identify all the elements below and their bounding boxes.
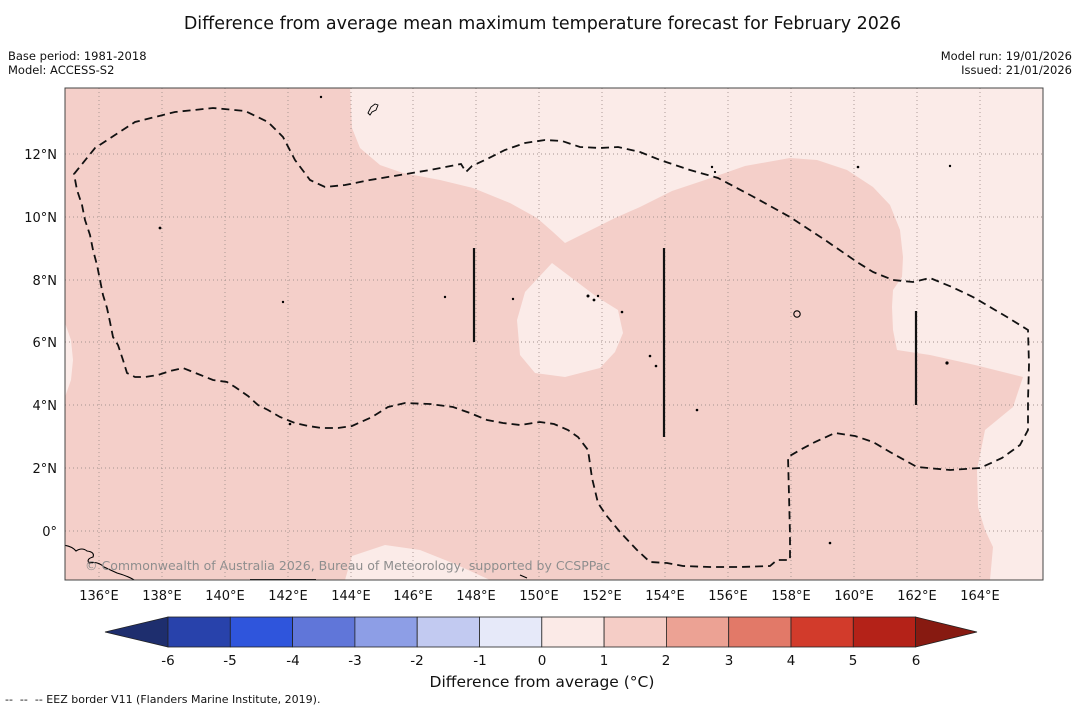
y-tick-label: 6°N [33, 336, 58, 351]
colorbar-segment [603, 616, 667, 648]
x-tick-label: 144°E [331, 589, 371, 604]
base-period-text: Base period: 1981-2018 [8, 49, 147, 63]
colorbar-tick-label: -4 [286, 653, 299, 669]
colorbar-tick-label: -6 [161, 653, 174, 669]
colorbar-tick-label: 3 [725, 653, 734, 669]
page-title: Difference from average mean maximum tem… [183, 14, 902, 34]
colorbar-segment [354, 616, 418, 648]
colorbar-tick-label: 0 [538, 653, 547, 669]
colorbar-arrow-left [104, 616, 169, 648]
x-tick-label: 156°E [708, 589, 748, 604]
y-axis: 12°N 10°N 8°N 6°N 4°N 2°N 0° [24, 148, 57, 540]
colorbar-tick-label: 4 [787, 653, 796, 669]
copyright-watermark: © Commonwealth of Australia 2026, Bureau… [85, 558, 610, 573]
colorbar-tick-label: 1 [600, 653, 609, 669]
grid-lines [65, 88, 1043, 580]
colorbar-tick-label: -1 [473, 653, 486, 669]
anomaly-region-0-1-north-east [350, 88, 1043, 580]
colorbar-label: Difference from average (°C) [430, 673, 655, 691]
y-tick-label: 0° [42, 525, 57, 540]
model-run-text: Model run: 19/01/2026 [940, 49, 1072, 63]
colorbar-segment [541, 616, 605, 648]
colorbar-segment [167, 616, 231, 648]
island-guam [367, 103, 379, 116]
anomaly-region-0-1-south [345, 545, 490, 580]
x-tick-label: 136°E [79, 589, 119, 604]
island-pohnpei [793, 310, 801, 318]
y-tick-label: 10°N [24, 211, 57, 226]
map-area: © Commonwealth of Australia 2026, Bureau… [65, 88, 1043, 580]
colorbar-tick-label: -3 [348, 653, 361, 669]
eez-sector-dividers [472, 248, 918, 437]
x-tick-label: 140°E [205, 589, 245, 604]
x-tick-label: 148°E [456, 589, 496, 604]
issued-text: Issued: 21/01/2026 [961, 63, 1072, 77]
colorbar-segment [666, 616, 730, 648]
colorbar-tick-label: 2 [662, 653, 671, 669]
colorbar-segment [416, 616, 480, 648]
colorbar-segment [728, 616, 792, 648]
colorbar-segment [479, 616, 543, 648]
eez-footnote: -- -- -- EEZ border V11 (Flanders Marine… [5, 693, 321, 706]
x-tick-label: 158°E [771, 589, 811, 604]
colorbar-segment [852, 616, 916, 648]
colorbar-segment [229, 616, 294, 648]
x-tick-label: 138°E [142, 589, 182, 604]
colorbar-ticks: -6 -5 -4 -3 -2 -1 0 1 2 3 4 5 6 [161, 653, 920, 669]
x-tick-label: 164°E [960, 589, 1000, 604]
map-frame [64, 87, 1044, 581]
x-axis: 136°E 138°E 140°E 142°E 144°E 146°E 148°… [79, 589, 1000, 604]
island-dots [158, 95, 952, 545]
anomaly-region-0-1-west-sliver [65, 323, 73, 397]
colorbar-segment [292, 616, 356, 648]
colorbar-segments [167, 616, 916, 648]
x-tick-label: 154°E [645, 589, 685, 604]
y-tick-label: 4°N [33, 399, 58, 414]
x-tick-label: 162°E [897, 589, 937, 604]
x-tick-label: 160°E [834, 589, 874, 604]
colorbar-tick-label: -2 [410, 653, 423, 669]
anomaly-region-0-1-central [517, 263, 623, 377]
coastline-new-guinea [65, 544, 136, 580]
run-info: Model run: 19/01/2026 Issued: 21/01/2026 [941, 49, 1072, 77]
y-tick-label: 8°N [33, 274, 58, 289]
islands [65, 95, 952, 580]
model-info: Base period: 1981-2018 Model: ACCESS-S2 [8, 49, 147, 77]
x-tick-label: 146°E [393, 589, 433, 604]
model-name-text: Model: ACCESS-S2 [8, 63, 115, 77]
x-tick-label: 142°E [268, 589, 308, 604]
colorbar-tick-label: -5 [223, 653, 236, 669]
colorbar: -6 -5 -4 -3 -2 -1 0 1 2 3 4 5 6 Differen… [104, 616, 978, 691]
y-tick-label: 2°N [33, 462, 58, 477]
colorbar-segment [790, 616, 854, 648]
colorbar-tick-label: 5 [849, 653, 858, 669]
colorbar-arrow-right [915, 616, 978, 648]
eez-border-line [73, 107, 1030, 568]
y-tick-label: 12°N [24, 148, 57, 163]
colorbar-tick-label: 6 [912, 653, 921, 669]
x-tick-label: 152°E [582, 589, 622, 604]
island-manus [519, 574, 528, 579]
x-tick-label: 150°E [519, 589, 559, 604]
